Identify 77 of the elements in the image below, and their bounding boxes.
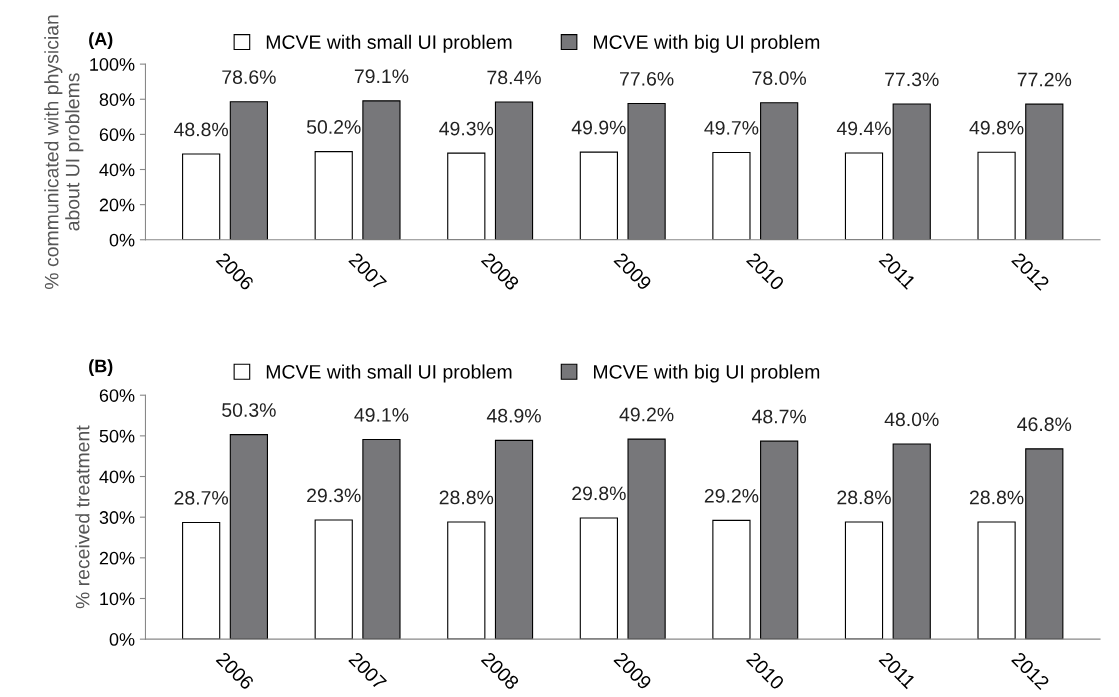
- data-label: 29.2%: [704, 488, 759, 503]
- bar: [447, 521, 486, 640]
- y-tick-label: 60%: [99, 389, 135, 402]
- bar: [977, 521, 1016, 640]
- data-label: 28.8%: [969, 490, 1024, 505]
- data-label: 77.3%: [885, 72, 939, 87]
- bar: [182, 521, 221, 640]
- legend-label: MCVE with small UI problem: [266, 364, 512, 383]
- bar: [844, 521, 884, 640]
- bar: [314, 519, 353, 640]
- data-label: 49.7%: [704, 120, 759, 135]
- y-tick-label: 40%: [99, 470, 135, 484]
- y-tick-label: 50%: [99, 429, 135, 443]
- data-label: 28.7%: [174, 490, 229, 505]
- bar: [892, 103, 931, 240]
- y-tick-label: 10%: [100, 592, 135, 606]
- bar: [579, 517, 618, 640]
- data-label: 46.8%: [1017, 417, 1072, 432]
- data-label: 48.8%: [174, 122, 229, 137]
- bar: [229, 434, 268, 640]
- data-label: 78.6%: [222, 70, 276, 84]
- data-label: 48.7%: [752, 409, 807, 424]
- data-label: 49.4%: [836, 121, 891, 136]
- chart-title: (A): [89, 32, 113, 49]
- y-tick-label: 20%: [99, 198, 135, 212]
- data-label: 77.2%: [1017, 72, 1072, 87]
- data-label: 77.6%: [620, 71, 674, 86]
- legend-label: MCVE with big UI problem: [594, 34, 820, 53]
- bar: [579, 151, 618, 240]
- data-label: 78.4%: [487, 70, 541, 85]
- data-label: 79.1%: [354, 69, 409, 84]
- data-label: 50.2%: [306, 120, 361, 134]
- y-tick-label: 60%: [99, 128, 135, 142]
- bar: [712, 151, 751, 240]
- bar: [362, 438, 401, 640]
- data-label: 50.3%: [222, 403, 276, 417]
- bar: [362, 100, 401, 240]
- y-axis-title: % received treatment: [75, 425, 90, 609]
- y-tick-label: 40%: [99, 163, 135, 177]
- data-label: 49.1%: [354, 408, 409, 422]
- bar: [494, 439, 534, 640]
- y-tick-label: 20%: [99, 551, 135, 565]
- bar: [760, 102, 799, 240]
- data-label: 48.0%: [884, 412, 939, 427]
- chart-title: (B): [89, 359, 113, 376]
- bar: [712, 519, 751, 640]
- data-label: 49.3%: [439, 121, 494, 136]
- y-tick-label: 0%: [109, 633, 135, 646]
- bar: [892, 443, 931, 640]
- y-tick-label: 100%: [90, 58, 135, 71]
- y-tick-label: 0%: [109, 233, 135, 247]
- bar: [1025, 448, 1064, 640]
- bar: [627, 438, 666, 640]
- data-label: 49.9%: [571, 120, 626, 135]
- data-label: 28.8%: [837, 490, 891, 505]
- y-axis-title: % communicated with physician about UI problems: [44, 15, 84, 290]
- legend-label: MCVE with big UI problem: [594, 364, 820, 383]
- bar: [977, 151, 1016, 240]
- bar: [494, 101, 534, 240]
- y-tick-label: 30%: [99, 511, 135, 524]
- data-label: 29.8%: [572, 486, 626, 501]
- bar: [1025, 103, 1064, 240]
- data-label: 49.2%: [619, 407, 674, 422]
- bar: [182, 153, 221, 240]
- data-label: 49.8%: [969, 120, 1024, 135]
- data-label: 48.9%: [486, 408, 541, 423]
- bar: [844, 152, 884, 240]
- y-tick-label: 80%: [99, 93, 135, 106]
- data-label: 78.0%: [752, 71, 807, 86]
- bar: [760, 440, 799, 640]
- bar: [314, 151, 353, 240]
- data-label: 29.3%: [307, 488, 361, 503]
- bar: [627, 102, 666, 240]
- bar: [229, 101, 268, 240]
- bar: [447, 152, 486, 240]
- data-label: 28.8%: [439, 490, 494, 505]
- legend-label: MCVE with small UI problem: [266, 34, 512, 53]
